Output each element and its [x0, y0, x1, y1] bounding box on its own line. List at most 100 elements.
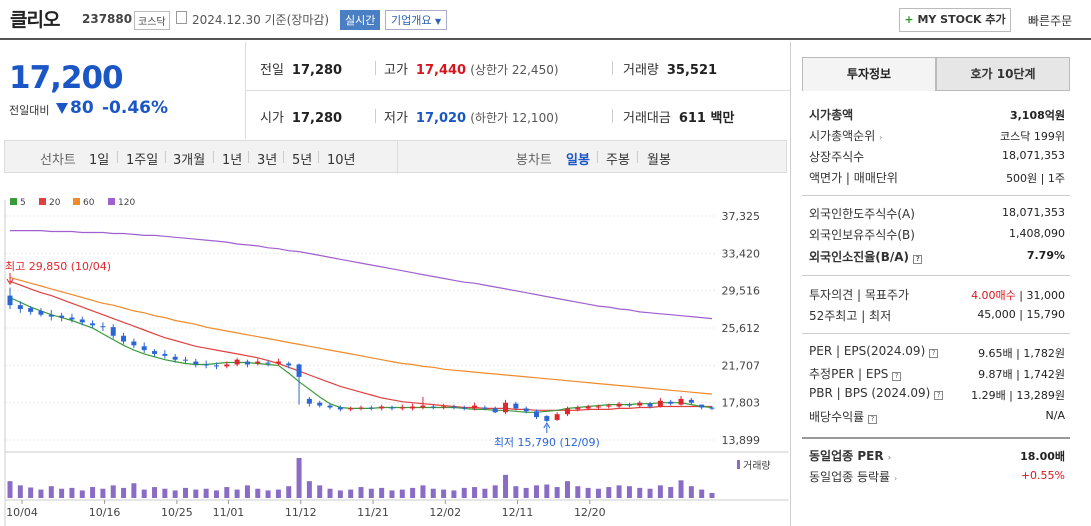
candle-body: [203, 364, 209, 366]
stat-high-label: 고가: [384, 63, 408, 78]
foreign-limit-value: 18,071,353: [1002, 206, 1065, 219]
tab-1y[interactable]: 1년: [222, 153, 243, 168]
foreign-ratio-value: 7.79%: [1026, 249, 1065, 262]
opinion-label: 투자의견 | 목표주가: [809, 288, 909, 302]
candle-body: [162, 353, 168, 356]
foreign-ratio-label: 외국인소진율(B/A): [809, 250, 910, 264]
x-tick-label: 11/12: [285, 506, 317, 519]
divider: [802, 437, 1070, 439]
volume-bar: [451, 490, 457, 498]
volume-bar: [69, 487, 75, 498]
candle-body: [234, 359, 240, 365]
y-tick-label: 17,803: [722, 397, 761, 410]
high-annotation: 최고 29,850 (10/04): [5, 260, 111, 273]
candle-body: [121, 335, 127, 342]
row-market-cap-rank[interactable]: 시가총액순위 › 코스닥 199위: [809, 125, 1065, 145]
volume-bar: [688, 486, 694, 498]
help-icon[interactable]: ?: [868, 415, 878, 424]
candle-body: [544, 416, 550, 421]
tab-10y[interactable]: 10년: [327, 153, 356, 168]
add-mystock-button[interactable]: + MY STOCK 추가: [899, 8, 1011, 32]
stat-high-value: 17,440: [415, 63, 467, 78]
candle-body: [647, 403, 653, 407]
sector-rate-wrap: 동일업종 등락률 ›: [809, 468, 897, 485]
stock-header: 클리오 237880 코스닥 2024.12.30 기준(장마감) 실시간 기업…: [0, 0, 1091, 40]
tab-1d[interactable]: 1일: [89, 153, 110, 168]
volume-bar: [141, 489, 147, 498]
candle-body: [224, 364, 230, 367]
tab-daily[interactable]: 일봉: [566, 153, 590, 168]
legend-label: 120: [118, 198, 136, 208]
w52-value: 45,000 | 15,790: [977, 308, 1065, 321]
legend-ma5: 5: [10, 198, 26, 208]
chevron-right-icon: ›: [893, 474, 898, 483]
candle-body: [564, 408, 570, 415]
dividend-label: 배당수익률: [809, 410, 865, 424]
candle-body: [183, 359, 188, 361]
y-tick-label: 25,612: [722, 322, 761, 335]
volume-bar: [513, 486, 519, 498]
ma120-line: [10, 230, 713, 320]
divider: [117, 151, 118, 163]
volume-bar: [647, 488, 653, 498]
stat-prev: 전일 17,280: [260, 59, 342, 78]
x-tick-label: 10/25: [161, 506, 193, 519]
candle-body: [575, 407, 581, 410]
volume-bar: [48, 486, 54, 498]
stat-volume: 거래량 35,521: [623, 59, 717, 78]
candle-body: [90, 323, 96, 326]
candle-body: [110, 327, 116, 336]
par-value: 500원 | 1주: [1006, 172, 1065, 185]
tab-1w[interactable]: 1주일: [126, 153, 159, 168]
change-label: 전일대비: [9, 104, 50, 117]
tab-3y[interactable]: 3년: [257, 153, 278, 168]
candle-body: [513, 403, 519, 409]
help-icon[interactable]: ?: [892, 372, 902, 381]
tab-quote-10[interactable]: 호가 10단계: [936, 57, 1070, 91]
y-tick-label: 29,516: [722, 285, 761, 298]
tab-weekly[interactable]: 주봉: [606, 153, 630, 168]
tab-invest-info[interactable]: 투자정보: [802, 57, 936, 91]
row-sector-per[interactable]: 동일업종 PER › 18.00배: [809, 445, 1065, 465]
help-icon[interactable]: ?: [934, 391, 944, 400]
volume-bar: [306, 481, 312, 498]
divider: [397, 141, 398, 174]
candle-body: [668, 401, 674, 404]
pbr-wrap: PBR | BPS (2024.09) ?: [809, 386, 944, 400]
legend-swatch: [10, 198, 17, 205]
company-info-dropdown[interactable]: 기업개요 ▼: [385, 10, 448, 30]
volume-legend-swatch: [737, 460, 740, 469]
candle-body: [193, 361, 199, 365]
volume-bar: [234, 489, 240, 498]
divider: [248, 151, 249, 163]
realtime-button[interactable]: 실시간: [340, 10, 381, 30]
candle-body: [213, 365, 219, 367]
quick-order-link[interactable]: 빠른주문: [1028, 14, 1073, 28]
change-value-wrap: 80: [56, 98, 94, 118]
candle-body: [337, 407, 343, 410]
x-tick-label: 12/11: [502, 506, 534, 519]
tab-monthly[interactable]: 월봉: [647, 153, 671, 168]
legend-ma60: 60: [73, 198, 94, 208]
tab-5y[interactable]: 5년: [292, 153, 313, 168]
est-per-label: 추정PER | EPS: [809, 367, 889, 381]
volume-bar: [668, 487, 674, 498]
stat-open-value: 17,280: [291, 111, 343, 126]
tab-3m[interactable]: 3개월: [173, 153, 206, 168]
price-chart[interactable]: 37,325 33,420 29,516 25,612 21,707 17,803 13,8…: [0, 190, 789, 526]
candle-body: [317, 402, 323, 406]
volume-label: 거래량: [743, 460, 771, 472]
row-est-per: 추정PER | EPS ? 9.87배 | 1,742원: [809, 363, 1065, 383]
help-icon[interactable]: ?: [913, 255, 923, 264]
candle-body: [626, 404, 632, 406]
ma60-line: [9, 276, 713, 395]
candle-body: [637, 402, 643, 406]
volume-bar: [534, 485, 539, 498]
stock-name: 클리오: [10, 9, 60, 31]
volume-bar: [265, 490, 271, 498]
row-sector-rate[interactable]: 동일업종 등락률 › +0.55%: [809, 466, 1065, 486]
candle-body: [368, 407, 374, 409]
help-icon[interactable]: ?: [929, 349, 939, 358]
row-dividend: 배당수익률 ? N/A: [809, 406, 1065, 426]
candle-body: [296, 364, 302, 377]
